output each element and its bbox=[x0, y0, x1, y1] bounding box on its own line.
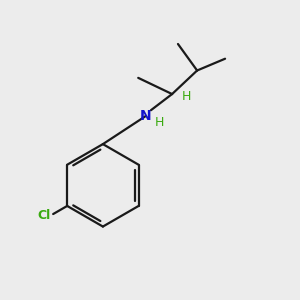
Text: H: H bbox=[182, 90, 191, 103]
Text: H: H bbox=[155, 116, 164, 129]
Text: N: N bbox=[140, 109, 152, 123]
Text: Cl: Cl bbox=[37, 209, 50, 222]
